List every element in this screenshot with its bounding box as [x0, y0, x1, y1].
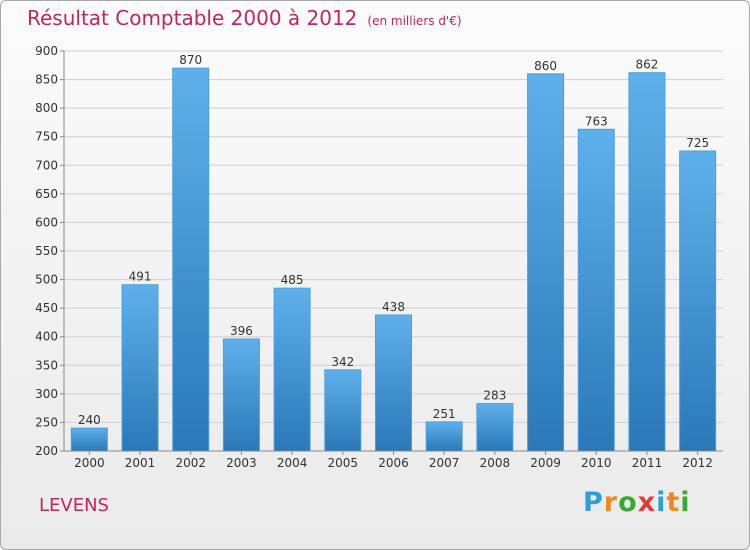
bar-2011	[628, 72, 666, 452]
data-label-2002: 870	[179, 53, 202, 67]
y-tick-label: 300	[35, 387, 58, 401]
data-label-2011: 862	[636, 58, 659, 72]
y-tick-label: 450	[35, 301, 58, 315]
x-tick-label-2012: 2012	[682, 456, 713, 470]
x-tick-label-2009: 2009	[530, 456, 561, 470]
bar-2001	[121, 284, 159, 452]
y-tick-label: 550	[35, 244, 58, 258]
y-tick-label: 250	[35, 415, 58, 429]
chart-title-text: Résultat Comptable 2000 à 2012	[27, 6, 358, 30]
logo-letter: P	[583, 487, 604, 518]
x-tick-label-2004: 2004	[277, 456, 308, 470]
data-label-2006: 438	[382, 300, 405, 314]
x-tick-label-2008: 2008	[480, 456, 511, 470]
data-label-2010: 763	[585, 114, 608, 128]
y-tick-label: 900	[35, 44, 58, 58]
proxiti-logo: Proxiti	[583, 487, 691, 518]
data-label-2003: 396	[230, 324, 253, 338]
data-labels: 240 491 870 396 485 342 438 251 283 860 763 862 725	[78, 53, 709, 427]
bar-2007	[425, 421, 463, 452]
data-label-2009: 860	[534, 59, 557, 73]
x-tick-label-2001: 2001	[125, 456, 156, 470]
data-label-2001: 491	[129, 270, 152, 284]
bar-2006	[375, 314, 412, 452]
x-tick-label-2007: 2007	[429, 456, 460, 470]
data-label-2012: 725	[686, 136, 709, 150]
bar-2000	[70, 427, 108, 452]
y-tick-label: 750	[35, 130, 58, 144]
bar-2004	[273, 287, 311, 452]
location-label: LEVENS	[39, 495, 109, 516]
bar-2010	[577, 128, 615, 452]
y-tick-label: 650	[35, 187, 58, 201]
x-tick-label-2006: 2006	[378, 456, 409, 470]
bar-2012	[679, 150, 717, 452]
chart-subtitle: (en milliers d'€)	[367, 14, 462, 28]
chart-title: Résultat Comptable 2000 à 2012 (en millie…	[27, 6, 462, 30]
data-label-2000: 240	[78, 413, 101, 427]
x-tick-label-2002: 2002	[175, 456, 206, 470]
logo-letter: i	[656, 487, 667, 518]
data-label-2005: 342	[331, 355, 354, 369]
y-tick-label: 800	[35, 101, 58, 115]
logo-letter: i	[680, 487, 691, 518]
y-tick-label: 600	[35, 215, 58, 229]
data-label-2007: 251	[433, 407, 456, 421]
axes: 200 250 300 350 400 450 500 550 600 650 700 750 800 8…	[35, 44, 723, 470]
y-tick-label: 200	[35, 444, 58, 458]
bar-2005	[324, 369, 362, 452]
y-tick-label: 350	[35, 358, 58, 372]
data-label-2004: 485	[281, 273, 304, 287]
y-tick-label: 500	[35, 273, 58, 287]
logo-letter: o	[618, 487, 638, 518]
logo-letter: t	[666, 487, 681, 518]
bar-2002	[172, 67, 210, 452]
y-tick-label: 700	[35, 158, 58, 172]
logo-letter: r	[603, 487, 619, 518]
bar-2009	[527, 73, 565, 452]
y-tick-label: 400	[35, 330, 58, 344]
y-tick-label: 850	[35, 73, 58, 87]
x-tick-label-2010: 2010	[581, 456, 612, 470]
data-label-2008: 283	[483, 389, 506, 403]
x-tick-label-2000: 2000	[74, 456, 105, 470]
logo-letter: x	[637, 487, 657, 518]
x-tick-label-2005: 2005	[328, 456, 359, 470]
x-tick-label-2003: 2003	[226, 456, 257, 470]
bar-2003	[222, 338, 260, 452]
x-tick-label-2011: 2011	[632, 456, 663, 470]
bar-2008	[476, 403, 514, 452]
